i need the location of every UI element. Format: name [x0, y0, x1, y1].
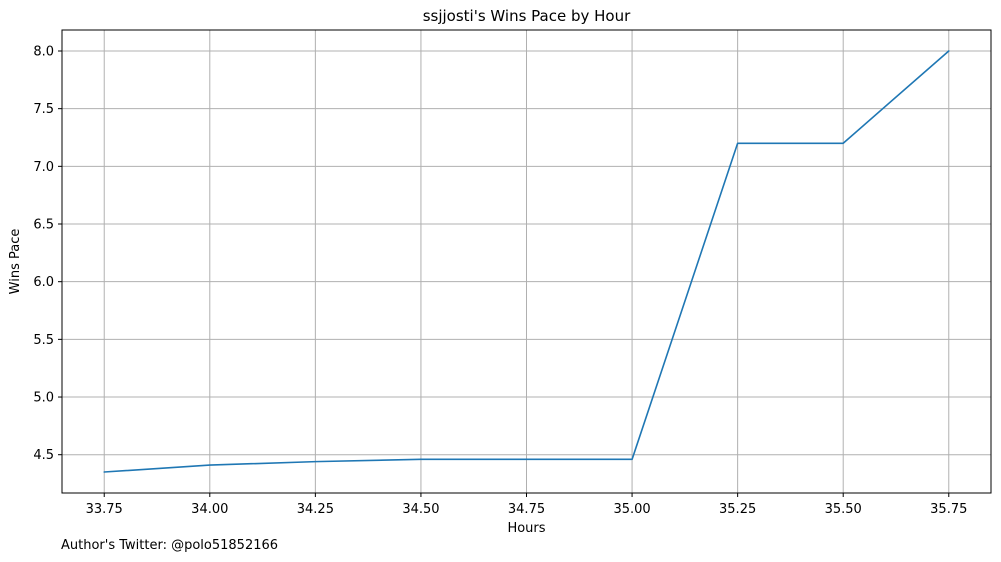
- x-tick-label: 34.25: [297, 502, 334, 517]
- x-tick-label: 34.75: [508, 502, 545, 517]
- y-tick-label: 6.0: [33, 275, 54, 290]
- series-points: [104, 50, 949, 473]
- x-tick-label: 33.75: [86, 502, 123, 517]
- y-tick-label: 5.0: [33, 391, 54, 406]
- axis-ticks: 33.75 34.00 34.25 34.50 34.75 35.00 35.25 35.50…: [33, 44, 967, 517]
- y-tick-label: 7.5: [33, 102, 54, 117]
- x-axis-label: Hours: [507, 521, 545, 536]
- y-tick-label: 6.5: [33, 218, 54, 233]
- author-twitter-note: Author's Twitter: @polo51852166: [61, 538, 279, 553]
- y-tick-label: 4.5: [33, 448, 54, 463]
- x-tick-label: 35.75: [930, 502, 967, 517]
- y-axis-label: Wins Pace: [8, 229, 23, 295]
- x-tick-label: 34.50: [402, 502, 439, 517]
- chart-title: ssjjosti's Wins Pace by Hour: [423, 7, 631, 25]
- x-tick-label: 35.50: [825, 502, 862, 517]
- x-tick-label: 34.00: [191, 502, 228, 517]
- y-tick-label: 8.0: [33, 44, 54, 59]
- y-tick-label: 5.5: [33, 333, 54, 348]
- y-tick-label: 7.0: [33, 160, 54, 175]
- x-tick-label: 35.25: [719, 502, 756, 517]
- grid-lines: [62, 30, 991, 493]
- x-tick-label: 35.00: [613, 502, 650, 517]
